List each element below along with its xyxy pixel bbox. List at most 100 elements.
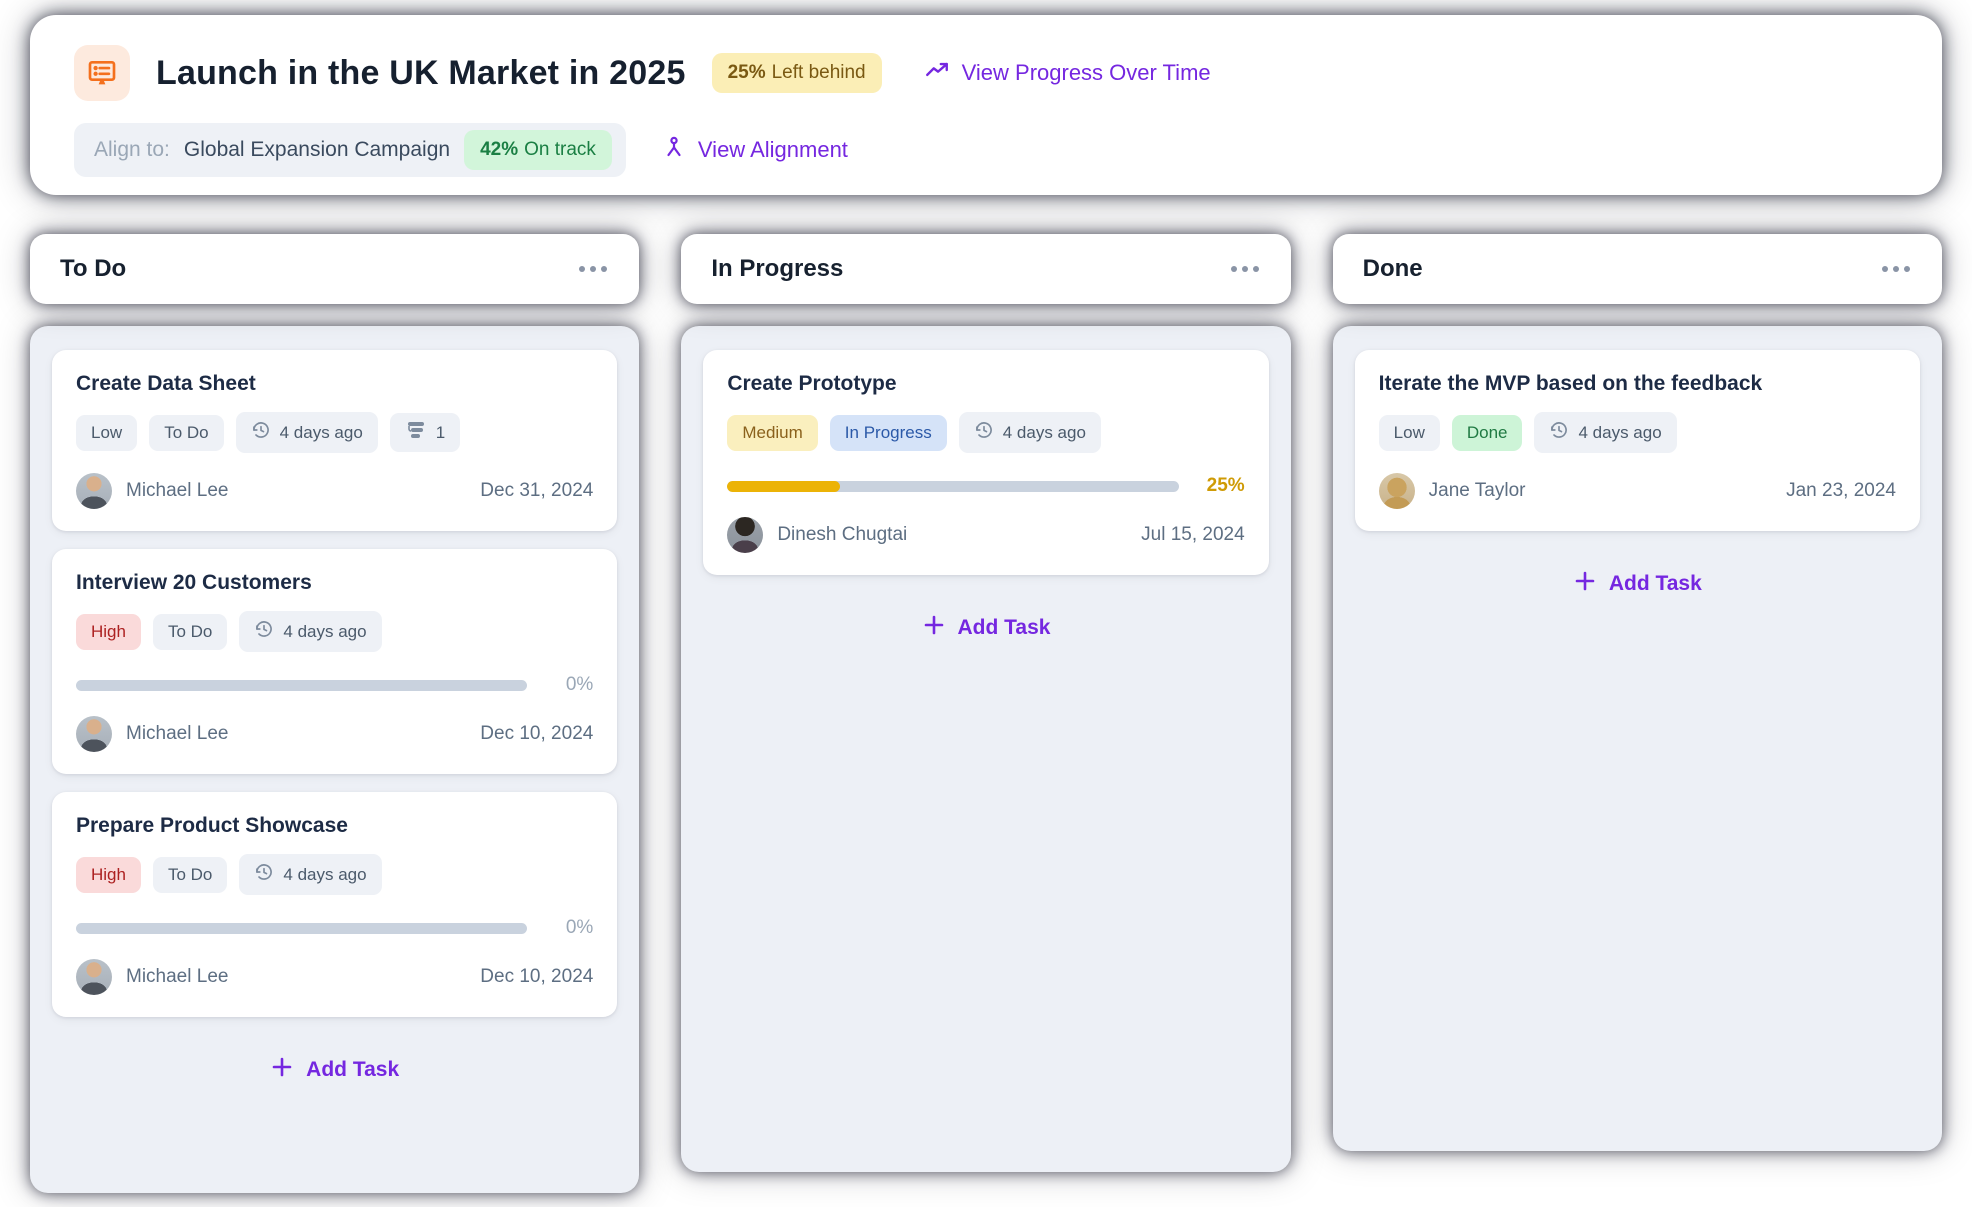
column-title: In Progress [711,255,844,282]
progress-percent-label: 0% [565,674,594,695]
subtasks-badge: 1 [389,413,461,452]
add-task-button[interactable]: Add Task [1557,559,1718,609]
goal-progress-badge: 25% Left behind [711,53,882,93]
updated-text: 4 days ago [283,621,367,641]
view-alignment-label: View Alignment [697,137,848,162]
plus-icon [1573,569,1597,599]
kanban-board: To Do Create Data Sheet Low To Do 4 days ago… [30,234,1942,1193]
status-badge: In Progress [829,414,947,451]
view-alignment-link[interactable]: View Alignment [662,135,848,165]
goal-header-card: Launch in the UK Market in 2025 25% Left … [30,15,1942,195]
hierarchy-person-icon [662,135,686,165]
trend-up-icon [924,57,950,89]
assignee-name: Michael Lee [126,966,229,987]
task-card[interactable]: Interview 20 Customers High To Do 4 days ag… [52,549,618,774]
task-card[interactable]: Create Data Sheet Low To Do 4 days ago 1 Mich… [52,350,618,531]
priority-badge: Low [76,414,138,451]
add-task-label: Add Task [1608,572,1702,595]
avatar-photo [727,517,764,553]
task-badge-row: High To Do 4 days ago [76,611,593,652]
status-badge: Done [1451,414,1523,451]
task-card[interactable]: Create Prototype Medium In Progress 4 days … [703,350,1269,575]
status-badge: To Do [152,613,228,650]
subtasks-count: 1 [435,422,446,442]
task-footer: Dinesh Chugtai Jul 15, 2024 [727,517,1245,553]
history-clock-icon [1549,420,1569,445]
progress-percent-label: 0% [565,917,594,938]
add-task-button[interactable]: Add Task [254,1045,415,1095]
status-badge: To Do [152,856,228,893]
align-status-badge: 42% On track [464,130,612,170]
priority-badge: High [76,613,141,650]
avatar-photo [76,716,112,752]
task-footer: Michael Lee Dec 31, 2024 [76,473,593,509]
task-title: Prepare Product Showcase [76,814,348,837]
assignee-name: Jane Taylor [1428,480,1526,501]
progress-fill [727,480,841,492]
priority-badge: Medium [727,414,818,451]
align-target-name: Global Expansion Campaign [183,138,451,161]
assignee-name: Michael Lee [126,480,229,501]
updated-text: 4 days ago [279,422,363,442]
goal-title: Launch in the UK Market in 2025 [156,53,686,92]
due-date: Jan 23, 2024 [1786,480,1896,501]
priority-badge: Low [1378,414,1440,451]
column-menu-ellipsis-icon[interactable] [1229,258,1261,280]
align-status-label: On track [524,139,596,160]
task-footer: Jane Taylor Jan 23, 2024 [1378,473,1896,509]
column-header: In Progress [681,234,1291,304]
progress-track [76,922,528,934]
assignee-name: Dinesh Chugtai [777,524,908,545]
column-body: Create Data Sheet Low To Do 4 days ago 1 Mich… [30,326,640,1193]
align-to-label: Align to: [94,138,170,161]
add-task-label: Add Task [306,1058,400,1081]
due-date: Dec 10, 2024 [480,966,594,987]
task-title: Create Prototype [727,372,897,395]
task-footer: Michael Lee Dec 10, 2024 [76,959,593,995]
progress-track [76,679,528,691]
view-progress-link[interactable]: View Progress Over Time [924,57,1211,89]
plus-icon [270,1055,294,1085]
due-date: Dec 10, 2024 [480,723,594,744]
assignee-name: Michael Lee [126,723,229,744]
progress-track [727,480,1179,492]
task-badge-row: Low To Do 4 days ago 1 [76,412,593,453]
goal-progress-label: Left behind [771,62,866,83]
align-to-pill: Align to: Global Expansion Campaign 42% O… [74,123,626,177]
board-column: Done Iterate the MVP based on the feedbac… [1332,234,1942,1193]
column-header: Done [1332,234,1942,304]
task-card[interactable]: Prepare Product Showcase High To Do 4 days … [52,792,618,1017]
avatar-photo [1378,473,1415,509]
board-column: In Progress Create Prototype Medium In Prog… [681,234,1291,1193]
updated-badge: 4 days ago [239,854,382,895]
board-list-icon [74,45,130,101]
avatar-photo [76,959,112,995]
column-title: To Do [60,255,127,282]
board-column: To Do Create Data Sheet Low To Do 4 days ago… [30,234,640,1193]
add-task-label: Add Task [957,616,1051,639]
task-progress-row: 25% [727,475,1245,497]
task-card[interactable]: Iterate the MVP based on the feedback Low… [1354,350,1920,531]
task-badge-row: Low Done 4 days ago [1378,412,1896,453]
history-clock-icon [254,619,274,644]
add-task-button[interactable]: Add Task [906,603,1067,653]
column-body: Iterate the MVP based on the feedback Low… [1332,326,1942,1151]
task-title: Interview 20 Customers [76,571,312,594]
column-menu-ellipsis-icon[interactable] [1880,258,1912,280]
task-title: Iterate the MVP based on the feedback [1378,372,1763,395]
due-date: Jul 15, 2024 [1141,524,1245,545]
due-date: Dec 31, 2024 [480,480,594,501]
column-menu-ellipsis-icon[interactable] [577,258,609,280]
column-header: To Do [30,234,640,304]
status-badge: To Do [149,414,224,451]
goal-align-row: Align to: Global Expansion Campaign 42% O… [74,123,1898,177]
updated-badge: 4 days ago [1534,412,1677,453]
updated-badge: 4 days ago [235,412,378,453]
updated-badge: 4 days ago [958,412,1101,453]
task-progress-row: 0% [76,917,593,939]
subtasks-icon [405,421,427,444]
column-body: Create Prototype Medium In Progress 4 days … [681,326,1291,1172]
history-clock-icon [254,862,274,887]
updated-badge: 4 days ago [239,611,382,652]
